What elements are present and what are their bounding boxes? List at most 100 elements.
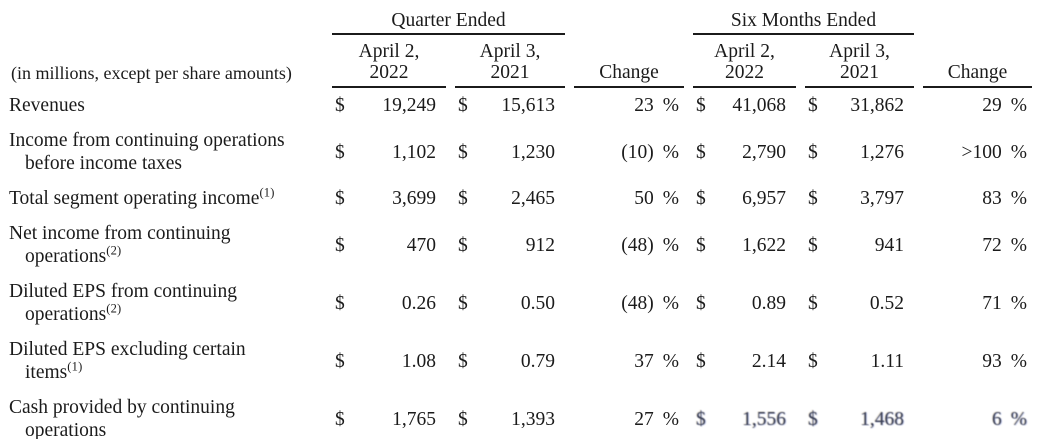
dollar-sign: $ — [458, 95, 468, 116]
percent-sign: % — [1010, 350, 1027, 372]
dollar-sign: $ — [335, 141, 345, 163]
cell-value: 1,622 — [742, 234, 786, 256]
cell-value: 1.08 — [401, 350, 436, 372]
cell-quarter-2021: $912 — [455, 216, 565, 274]
cell-value: 27 — [634, 408, 654, 430]
dollar-sign: $ — [696, 141, 706, 163]
column-header-six-months-change: Change — [923, 35, 1032, 88]
dollar-sign: $ — [335, 292, 345, 314]
cell-value: 41,068 — [732, 95, 786, 116]
units-note: (in millions, except per share amounts) — [11, 63, 292, 83]
column-header-quarter-2021: April 3, 2021 — [455, 35, 565, 88]
cell-six-months-change: 93% — [923, 332, 1032, 390]
cell-value: 1,393 — [511, 408, 555, 430]
dollar-sign: $ — [335, 95, 345, 116]
percent-sign: % — [662, 234, 679, 256]
dollar-sign: $ — [335, 188, 345, 209]
percent-sign: % — [1010, 292, 1027, 314]
percent-sign: % — [662, 292, 679, 314]
cell-six-months-2022: $2.14 — [693, 332, 796, 390]
cell-quarter-2022: $0.26 — [332, 274, 446, 332]
cell-value: >100 — [961, 141, 1002, 163]
cell-six-months-2021: $1,276 — [805, 123, 914, 181]
percent-sign: % — [662, 141, 679, 163]
dollar-sign: $ — [458, 408, 468, 430]
dollar-sign: $ — [696, 95, 706, 116]
cell-value: 1,765 — [392, 408, 436, 430]
cell-quarter-change: 27% — [574, 390, 684, 439]
cell-value: 6 — [992, 408, 1002, 430]
dollar-sign: $ — [808, 141, 818, 163]
cell-six-months-change: >100% — [923, 123, 1032, 181]
footnote-ref: (1) — [259, 185, 275, 200]
cell-six-months-change: 6% — [923, 390, 1032, 439]
row-label: Cash provided by continuing operations — [9, 397, 235, 439]
cell-value: 1,556 — [742, 408, 786, 430]
cell-value: 0.50 — [520, 292, 555, 314]
footnote-ref: (2) — [106, 301, 122, 316]
cell-quarter-2021: $0.79 — [455, 332, 565, 390]
table-row-diluted-eps-excluding-items: Diluted EPS excluding certain items(1) $… — [9, 332, 1032, 390]
dollar-sign: $ — [808, 408, 818, 430]
spacer-cell — [923, 2, 1032, 35]
cell-value: 0.79 — [520, 350, 555, 372]
cell-six-months-2022: $1,556 — [693, 390, 796, 439]
dollar-sign: $ — [335, 350, 345, 372]
dollar-sign: $ — [458, 234, 468, 256]
dollar-sign: $ — [696, 408, 706, 430]
column-header-quarter-2022: April 2, 2022 — [332, 35, 446, 88]
row-label: Income from continuing operations before… — [9, 130, 285, 174]
cell-value: 50 — [634, 188, 654, 209]
cell-value: 71 — [982, 292, 1002, 314]
cell-quarter-2021: $2,465 — [455, 181, 565, 216]
cell-six-months-2021: $1,468 — [805, 390, 914, 439]
table-row-segment-operating-income: Total segment operating income(1) $3,699… — [9, 181, 1032, 216]
cell-quarter-2021: $0.50 — [455, 274, 565, 332]
row-label-cell: Revenues — [9, 88, 323, 123]
cell-six-months-2021: $31,862 — [805, 88, 914, 123]
dollar-sign: $ — [808, 95, 818, 116]
row-label-cell: Total segment operating income(1) — [9, 181, 323, 216]
cell-value: 2.14 — [751, 350, 786, 372]
dollar-sign: $ — [458, 188, 468, 209]
group-header-quarter-ended: Quarter Ended — [332, 2, 565, 35]
cell-value: 941 — [874, 234, 904, 256]
percent-sign: % — [1010, 234, 1027, 256]
cell-six-months-2022: $6,957 — [693, 181, 796, 216]
table-row-income-before-taxes: Income from continuing operations before… — [9, 123, 1032, 181]
column-header-row: (in millions, except per share amounts) … — [9, 35, 1032, 88]
cell-quarter-2021: $1,230 — [455, 123, 565, 181]
cell-value: 19,249 — [382, 95, 436, 116]
column-header-quarter-change: Change — [574, 35, 684, 88]
cell-quarter-change: 50% — [574, 181, 684, 216]
table-row-cash-from-operations: Cash provided by continuing operations $… — [9, 390, 1032, 439]
cell-value: 29 — [982, 95, 1002, 116]
dollar-sign: $ — [458, 292, 468, 314]
cell-value: 1,468 — [860, 408, 904, 430]
dollar-sign: $ — [335, 408, 345, 430]
spacer-cell — [9, 2, 323, 35]
cell-value: 0.89 — [751, 292, 786, 314]
row-label: Revenues — [9, 95, 85, 116]
cell-six-months-2022: $1,622 — [693, 216, 796, 274]
column-header-six-months-2021: April 3, 2021 — [805, 35, 914, 88]
cell-value: 1,276 — [860, 141, 904, 163]
cell-six-months-change: 71% — [923, 274, 1032, 332]
cell-value: 1,230 — [511, 141, 555, 163]
cell-value: 31,862 — [850, 95, 904, 116]
cell-value: 0.26 — [401, 292, 436, 314]
cell-quarter-2022: $1,765 — [332, 390, 446, 439]
dollar-sign: $ — [696, 188, 706, 209]
cell-value: (48) — [621, 234, 654, 256]
row-label: Diluted EPS excluding certain items — [9, 339, 246, 383]
cell-value: (10) — [621, 141, 654, 163]
cell-six-months-change: 83% — [923, 181, 1032, 216]
cell-value: 2,790 — [742, 141, 786, 163]
dollar-sign: $ — [335, 234, 345, 256]
cell-six-months-2021: $941 — [805, 216, 914, 274]
cell-value: 3,797 — [860, 188, 904, 209]
cell-six-months-2021: $3,797 — [805, 181, 914, 216]
percent-sign: % — [662, 408, 679, 430]
table-row-net-income-continuing: Net income from continuing operations(2)… — [9, 216, 1032, 274]
